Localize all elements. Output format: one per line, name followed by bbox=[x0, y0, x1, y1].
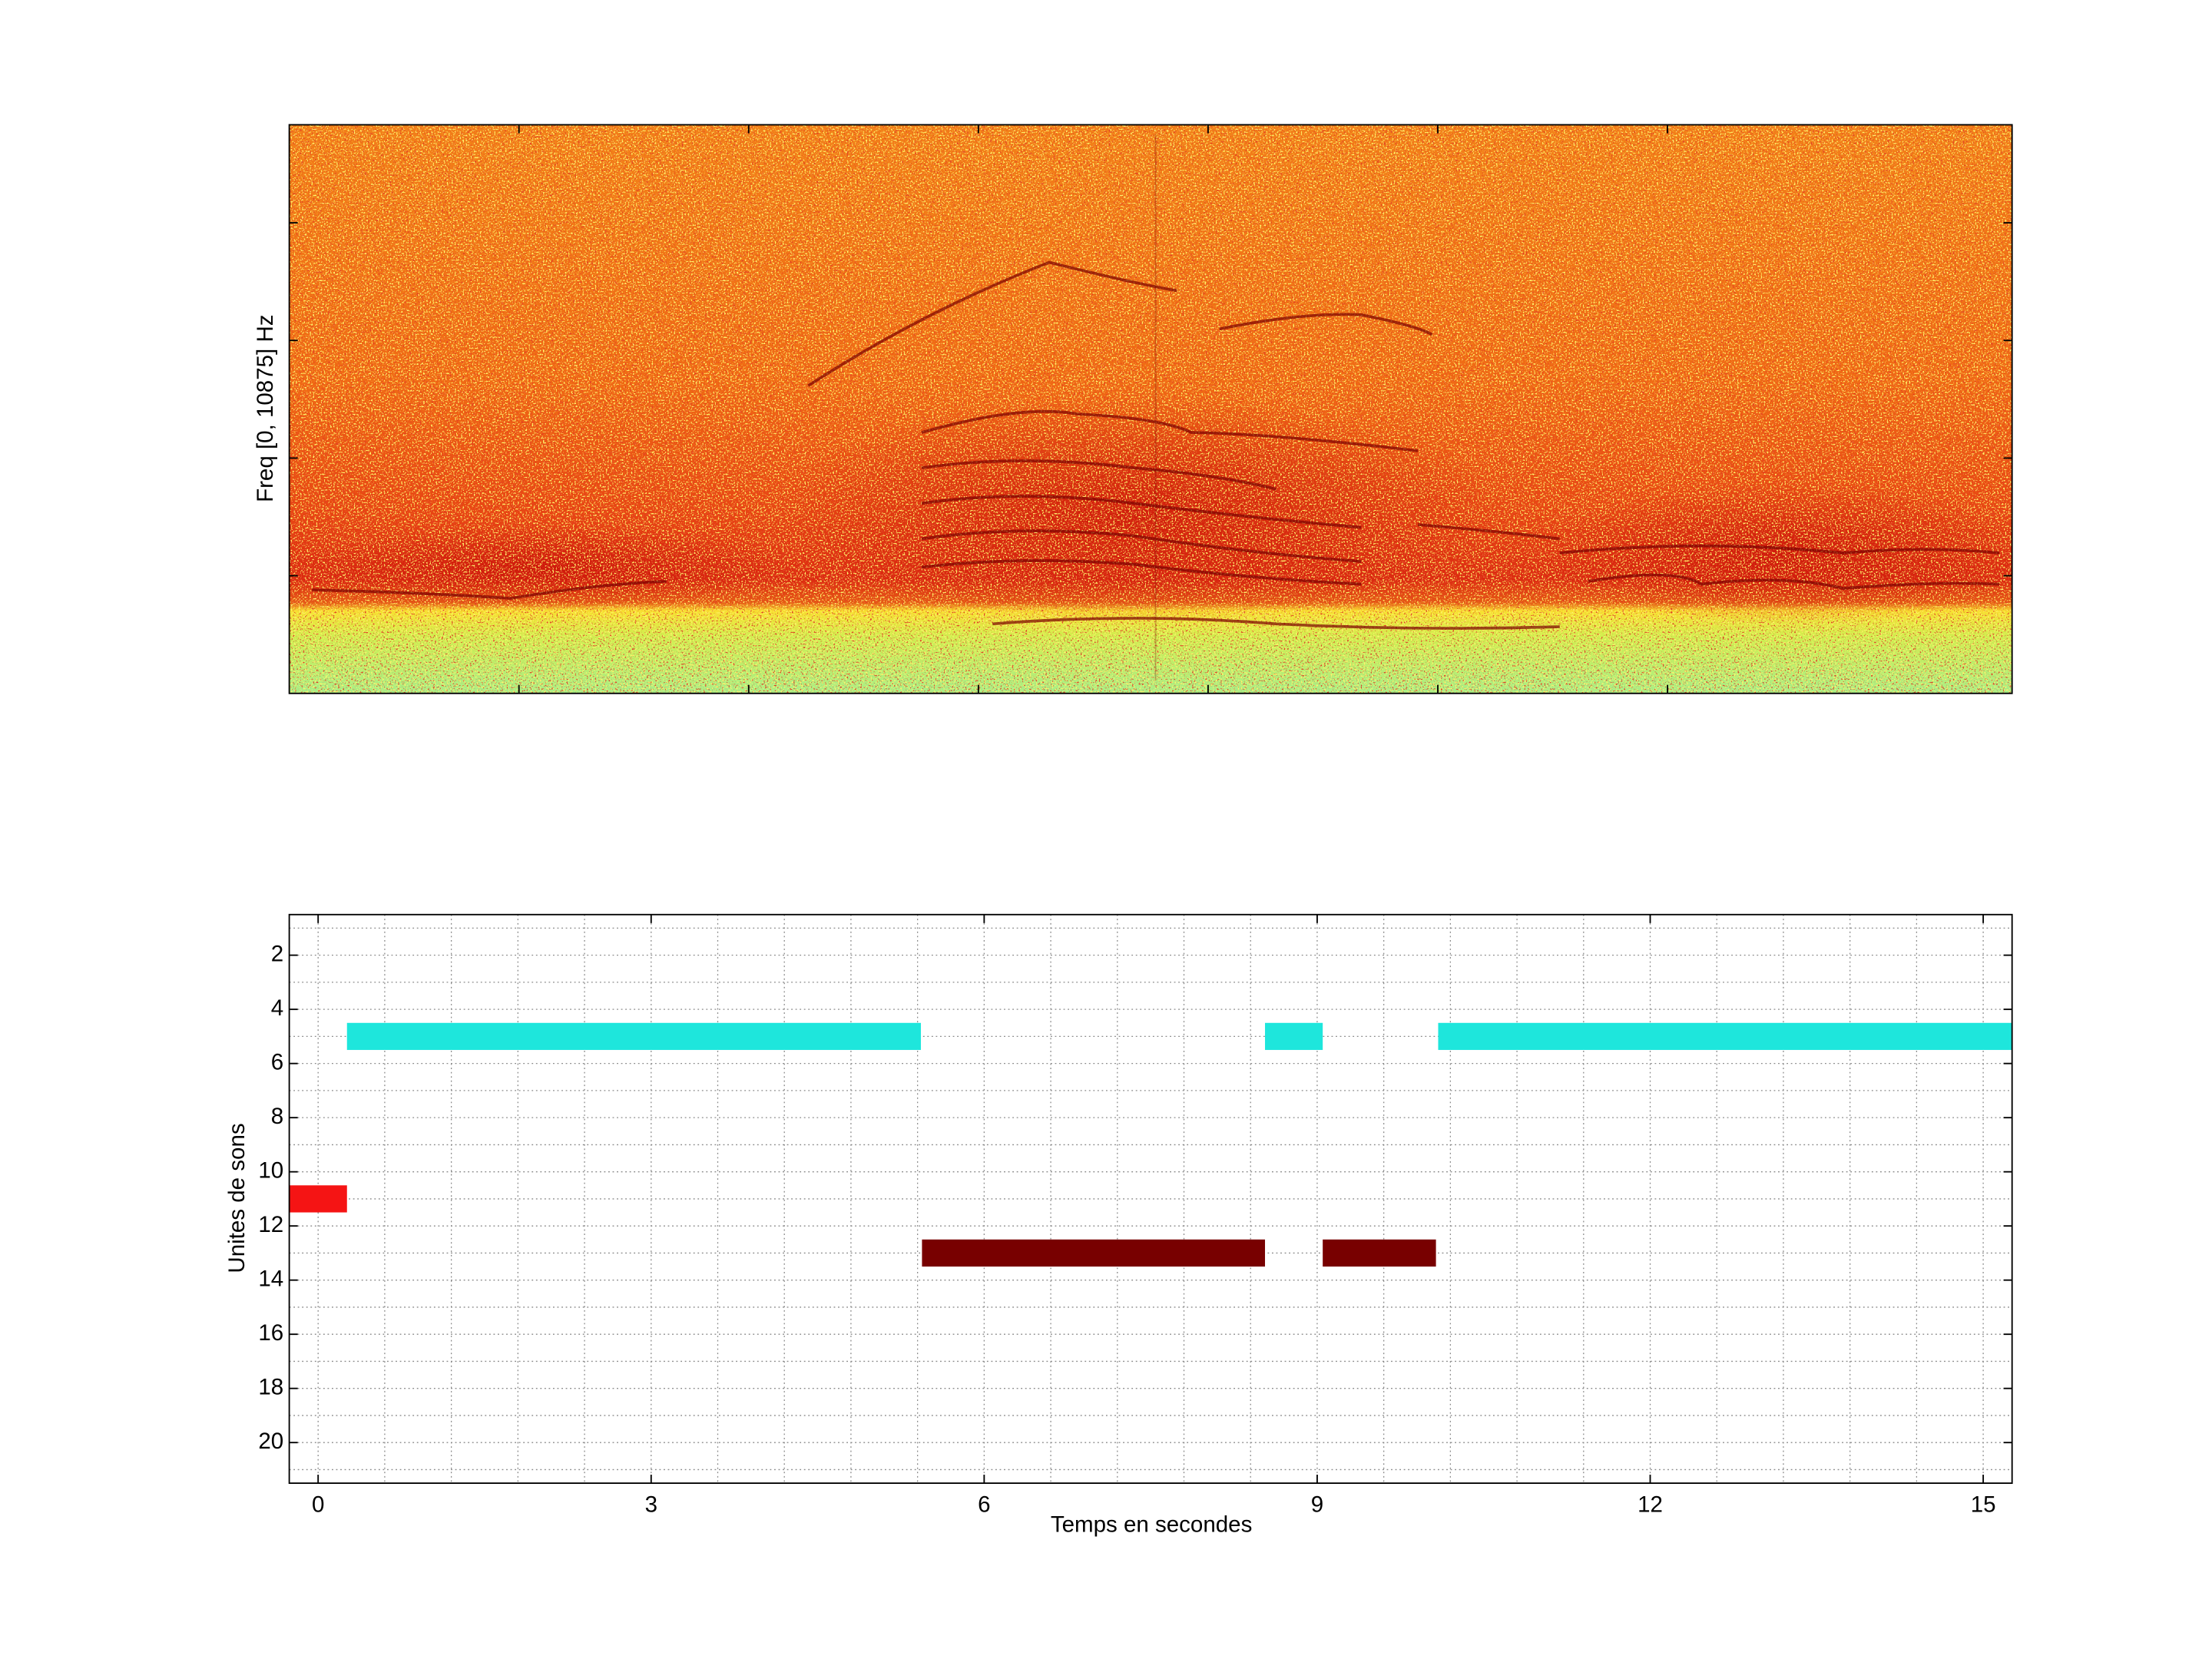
segment bbox=[1438, 1022, 2012, 1051]
x-tick-label: 0 bbox=[312, 1492, 324, 1517]
x-axis-label: Temps en secondes bbox=[1051, 1512, 1253, 1537]
y-tick-label: 16 bbox=[258, 1320, 283, 1346]
y-tick-label: 12 bbox=[258, 1212, 283, 1237]
y-tick-label: 20 bbox=[258, 1429, 283, 1454]
y-tick-label: 14 bbox=[258, 1266, 283, 1291]
segment bbox=[922, 1239, 1266, 1267]
segment bbox=[346, 1022, 921, 1051]
x-tick-label: 3 bbox=[645, 1492, 657, 1517]
y-tick-label: 6 bbox=[271, 1049, 283, 1075]
x-tick-label: 6 bbox=[978, 1492, 990, 1517]
plot-frame bbox=[288, 124, 2013, 694]
plot-area bbox=[289, 914, 2012, 1484]
x-tick-label: 9 bbox=[1311, 1492, 1323, 1517]
segment bbox=[289, 1185, 347, 1213]
y-tick-label: 18 bbox=[258, 1374, 283, 1399]
spectrogram-image bbox=[289, 124, 2012, 694]
y-tick-label: 2 bbox=[271, 941, 283, 966]
plot-frame bbox=[288, 913, 2013, 1484]
segment bbox=[1265, 1022, 1323, 1051]
x-tick-label: 15 bbox=[1971, 1492, 1996, 1517]
y-axis-label: Unites de sons bbox=[224, 1123, 250, 1273]
y-tick-label: 8 bbox=[271, 1104, 283, 1129]
x-tick-label: 12 bbox=[1637, 1492, 1663, 1517]
y-axis-label: Freq [0, 10875] Hz bbox=[253, 314, 278, 502]
y-tick-label: 10 bbox=[258, 1157, 283, 1183]
segments-plot: 0 3 6 9 12 15 2 4 6 8 10 12 14 16 18 20 bbox=[258, 914, 2012, 1517]
segment bbox=[1323, 1239, 1436, 1267]
y-tick-label: 4 bbox=[271, 995, 283, 1021]
